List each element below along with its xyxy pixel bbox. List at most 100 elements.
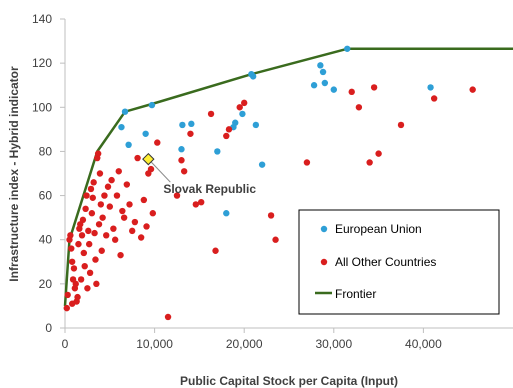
eu-point <box>427 84 434 91</box>
other-country-point <box>74 293 81 301</box>
y-tick-label: 100 <box>32 100 52 114</box>
legend-box <box>298 209 500 315</box>
other-country-point <box>81 263 88 270</box>
other-country-point <box>85 227 92 235</box>
legend-marker-european-union <box>320 225 328 233</box>
other-country-point <box>137 234 145 241</box>
other-country-point <box>90 179 97 186</box>
other-country-point <box>93 280 100 288</box>
other-country-point <box>143 223 150 230</box>
other-country-point <box>67 232 74 239</box>
y-axis-title: Infrastructure index - Hybrid indicator <box>7 66 21 282</box>
other-country-point <box>78 232 86 239</box>
other-country-point <box>72 280 79 288</box>
other-country-point <box>430 95 438 102</box>
eu-point <box>258 161 266 168</box>
other-country-point <box>99 214 106 221</box>
eu-point <box>121 108 129 115</box>
other-country-point <box>117 251 124 259</box>
eu-point <box>239 110 246 118</box>
other-country-point <box>397 121 405 129</box>
other-country-point <box>111 236 119 243</box>
other-country-point <box>84 285 91 292</box>
other-country-point <box>88 210 96 217</box>
y-tick-label: 80 <box>39 144 53 158</box>
other-country-point <box>370 84 378 91</box>
other-country-point <box>101 192 108 199</box>
eu-point <box>319 68 327 76</box>
other-country-point <box>119 207 126 215</box>
other-country-point <box>64 291 71 299</box>
other-country-point <box>366 159 373 166</box>
other-country-point <box>173 192 181 199</box>
other-country-point <box>236 104 243 111</box>
eu-point <box>252 121 260 129</box>
eu-point <box>125 141 132 149</box>
eu-point <box>232 119 239 126</box>
y-tick-label: 60 <box>39 189 53 203</box>
other-country-point <box>154 139 161 146</box>
y-tick-label: 20 <box>39 277 53 291</box>
other-country-point <box>79 216 87 224</box>
eu-point <box>249 73 257 80</box>
other-country-point <box>348 88 355 96</box>
other-country-point <box>113 192 121 199</box>
other-country-point <box>91 229 98 237</box>
other-country-point <box>83 192 90 199</box>
other-country-point <box>272 236 279 243</box>
frontier-series <box>63 47 513 306</box>
x-axis-title: Public Capital Stock per Capita (Input) <box>180 374 398 388</box>
other-country-point <box>98 247 105 254</box>
other-country-point <box>106 203 114 210</box>
legend-label-frontier: Frontier <box>335 287 376 301</box>
other-country-point <box>140 196 148 204</box>
other-country-point <box>68 258 76 265</box>
other-country-point <box>164 313 172 321</box>
y-tick-label: 40 <box>39 233 53 247</box>
other-country-point <box>77 276 85 283</box>
legend: European Union All Other Countries Front… <box>298 209 500 315</box>
other-country-point <box>212 247 219 254</box>
other-country-point <box>103 232 110 239</box>
other-country-point <box>178 157 185 164</box>
x-axis-ticks: 0 10,000 20,000 30,000 40,000 <box>62 328 442 351</box>
other-country-point <box>68 245 75 252</box>
eu-point <box>188 120 195 128</box>
slovak-republic-marker <box>142 152 155 166</box>
other-country-point <box>120 214 128 221</box>
other-country-point <box>355 104 363 111</box>
other-country-point <box>86 269 94 277</box>
y-tick-label: 140 <box>32 12 52 26</box>
other-country-point <box>207 110 215 118</box>
x-tick-label: 0 <box>62 337 69 351</box>
other-country-point <box>129 227 136 235</box>
frontier-line <box>63 47 513 306</box>
other-country-point <box>70 265 78 272</box>
other-country-point <box>197 198 205 206</box>
other-country-point <box>225 126 233 133</box>
other-country-point <box>75 240 82 248</box>
other-country-point <box>97 201 105 208</box>
annotation-leader-line <box>150 161 171 183</box>
other-country-point <box>123 181 131 188</box>
other-country-point <box>108 176 115 184</box>
legend-label-european-union: European Union <box>335 222 422 236</box>
other-country-point <box>147 165 155 173</box>
other-country-point <box>89 194 96 201</box>
eu-point <box>310 82 318 89</box>
x-tick-label: 20,000 <box>226 337 263 351</box>
axes <box>64 19 513 329</box>
eu-point <box>148 101 156 109</box>
annotation-label: Slovak Republic <box>163 182 256 196</box>
legend-label-other-countries: All Other Countries <box>335 255 436 269</box>
other-country-point <box>303 159 311 166</box>
other-country-point <box>131 218 139 226</box>
eu-point <box>223 210 230 217</box>
other-country-point <box>469 86 476 93</box>
other-country-point <box>87 185 95 193</box>
other-country-point <box>126 201 133 208</box>
other-country-point <box>187 130 194 137</box>
eu-point <box>118 123 125 131</box>
y-tick-label: 0 <box>45 321 52 335</box>
